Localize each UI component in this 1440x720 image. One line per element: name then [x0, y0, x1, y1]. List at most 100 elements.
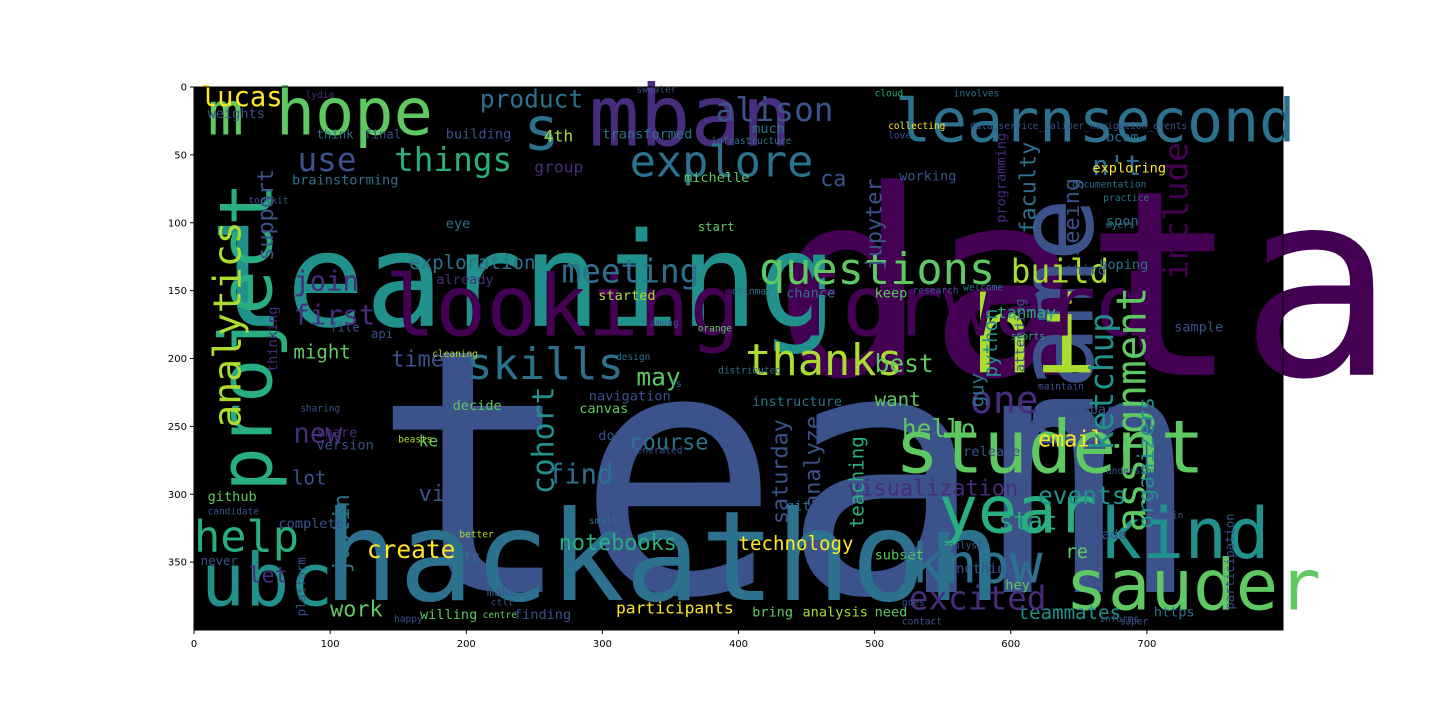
cloud-word: participation: [1223, 513, 1237, 609]
cloud-word: programming: [993, 133, 1009, 223]
x-tick-label: 600: [1001, 639, 1020, 650]
cloud-word: related: [902, 549, 942, 560]
cloud-word: analysis: [803, 604, 868, 620]
cloud-word: ke: [419, 432, 439, 451]
cloud-word: practice: [1103, 193, 1149, 204]
cloud-word: let: [248, 564, 287, 589]
cloud-word: understand: [1106, 466, 1163, 477]
cloud-word: events: [1038, 481, 1127, 510]
cloud-word: excited: [909, 580, 1047, 618]
cloud-word: faculty: [1016, 142, 1041, 234]
cloud-word: building: [446, 127, 511, 143]
cloud-word: might: [293, 341, 350, 364]
cloud-word: much: [752, 121, 785, 137]
cloud-word: weights: [208, 106, 265, 122]
cloud-word: include: [1158, 142, 1196, 280]
cloud-word: release: [963, 444, 1020, 460]
cloud-word: year: [939, 472, 1096, 548]
cloud-word: n't: [1092, 151, 1141, 182]
cloud-word: kind: [1099, 492, 1270, 575]
cloud-word: lot: [292, 467, 327, 490]
cloud-word: organizers: [1135, 397, 1160, 528]
cloud-word: may: [636, 363, 680, 392]
cloud-word: s: [523, 94, 559, 164]
cloud-word: mban: [589, 67, 792, 165]
cloud-word: notebooks: [559, 531, 677, 556]
cloud-word: centre: [483, 610, 518, 621]
cloud-word: keep: [875, 285, 908, 301]
y-tick-label: 300: [168, 490, 187, 501]
cloud-word: visualization: [847, 477, 1018, 502]
y-tick-label: 100: [168, 218, 187, 229]
cloud-word: explore: [630, 138, 814, 188]
cloud-word: bring: [752, 604, 793, 620]
cloud-word: need: [875, 604, 908, 620]
x-tick-label: 100: [321, 639, 340, 650]
cloud-word: assignment: [1108, 287, 1156, 533]
cloud-word: small: [589, 516, 618, 527]
cloud-word: start: [698, 220, 735, 234]
cloud-word: technology: [739, 532, 854, 555]
cloud-word: jupyter: [862, 178, 887, 270]
cloud-word: platform: [295, 557, 309, 616]
cloud-word: lydia: [306, 90, 335, 101]
cloud-word: teammates: [1018, 601, 1121, 624]
cloud-word: exploration: [409, 251, 535, 274]
cloud-word: prepare: [1065, 402, 1122, 418]
cloud-word: collecting: [888, 121, 945, 132]
cloud-word: email: [1038, 428, 1104, 453]
cloud-word: name: [994, 198, 1118, 454]
cloud-word: teaching: [846, 436, 869, 528]
cloud-word: git: [786, 499, 811, 515]
cloud-word: data: [773, 135, 1396, 436]
cloud-word: sauder: [1065, 544, 1321, 627]
x-tick-label: 0: [191, 639, 197, 650]
cloud-word: love: [888, 131, 911, 142]
cloud-word: subset: [875, 547, 924, 563]
cloud-word: finding: [514, 607, 571, 623]
cloud-word: hackathon: [323, 484, 1001, 630]
cloud-word: meeting: [562, 253, 700, 291]
cloud-word: questions: [759, 245, 995, 295]
cloud-word: new: [293, 419, 343, 450]
cloud-word: think: [317, 128, 355, 142]
cloud-word: michelle: [684, 170, 749, 186]
y-tick-label: 200: [168, 354, 187, 365]
cloud-word: documentation: [1072, 180, 1146, 191]
cloud-word: join: [293, 267, 358, 298]
cloud-word: hey: [1005, 577, 1030, 593]
cloud-word: better: [459, 530, 494, 541]
cloud-word: file: [330, 320, 360, 334]
cloud-word: stat: [999, 507, 1058, 536]
cloud-word: soon: [1106, 214, 1139, 230]
cloud-word: time: [391, 348, 444, 373]
cloud-word: complete: [278, 516, 343, 532]
x-tick-label: 400: [729, 639, 748, 650]
cloud-word: version: [317, 438, 374, 454]
cloud-word: learn: [895, 86, 1075, 156]
cloud-word: brainstorming: [292, 173, 398, 189]
cloud-word: research: [913, 285, 959, 296]
cloud-word: use: [298, 141, 357, 179]
cloud-word: hoping: [1099, 257, 1148, 273]
cloud-word: skills: [466, 340, 623, 390]
cloud-word: second: [1079, 86, 1295, 156]
cloud-word: seeing: [1060, 178, 1085, 257]
cloud-word: work: [330, 597, 383, 622]
cloud-word: bcom: [1106, 129, 1139, 145]
cloud-word: share: [317, 425, 358, 441]
cloud-word: looking forward: [385, 257, 1147, 355]
cloud-word: help: [194, 512, 299, 562]
y-tick-label: 350: [168, 558, 187, 569]
y-tick-label: 150: [168, 286, 187, 297]
cloud-word: cleaning: [432, 349, 478, 360]
cloud-word: github: [208, 489, 257, 505]
y-tick-label: 0: [181, 83, 187, 94]
cloud-word: already: [436, 272, 493, 288]
cloud-word: m: [208, 80, 244, 150]
x-tick-label: 500: [865, 639, 884, 650]
cloud-word: data_service_caliper_navigation_events: [970, 121, 1187, 132]
cloud-word: toolkit: [248, 196, 288, 207]
cloud-word: distributed: [718, 365, 781, 376]
